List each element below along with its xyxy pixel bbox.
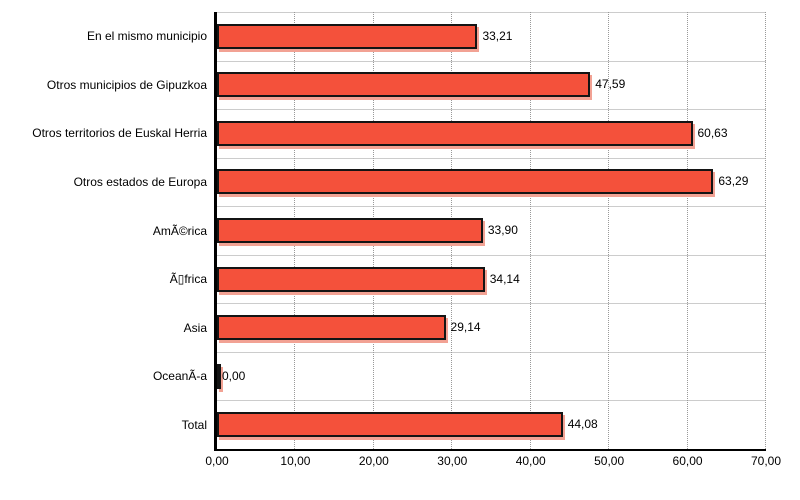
x-tick-label: 30,00 (437, 454, 468, 468)
category-label: En el mismo municipio (86, 29, 207, 44)
plot-area: 33,21 47,59 60,63 63,29 33,90 34,14 29,14 0,00 4… (214, 12, 766, 451)
x-tick-label: 70,00 (750, 454, 782, 468)
bar-value-label: 29,14 (450, 320, 481, 335)
bar (217, 412, 563, 438)
category-label: OceanÃ-a (152, 369, 207, 384)
bar (217, 363, 221, 389)
v-gridline (765, 12, 766, 449)
bar (217, 120, 693, 146)
h-gridline (217, 60, 766, 62)
bar-value-label: 34,14 (489, 271, 520, 286)
category-label: Asia (183, 320, 207, 335)
v-gridline (529, 12, 531, 449)
h-gridline (217, 400, 766, 402)
x-tick-label: 10,00 (280, 454, 311, 468)
x-tick-label: 60,00 (672, 454, 703, 468)
x-tick-label: 20,00 (358, 454, 389, 468)
bar-value-label: 33,90 (487, 223, 518, 237)
x-tick-label: 50,00 (594, 454, 625, 468)
bar-value-label: 47,59 (595, 77, 626, 92)
bar (217, 315, 446, 341)
bar-value-label: 63,29 (718, 174, 749, 189)
category-label: AmÃ©rica (152, 223, 207, 238)
h-gridline (217, 157, 766, 159)
category-label: Otros estados de Europa (73, 174, 207, 189)
h-gridline (217, 303, 766, 305)
x-tick-label: 40,00 (515, 454, 546, 468)
bar-value-label: 44,08 (567, 417, 598, 432)
x-tick-label: 0,00 (205, 454, 229, 468)
h-gridline (217, 254, 766, 256)
bar (217, 266, 485, 292)
category-label: Otros municipios de Gipuzkoa (46, 77, 207, 92)
category-label: Ã▯frica (169, 272, 207, 287)
bar-value-label: 33,21 (482, 28, 513, 43)
bar (217, 23, 478, 49)
bar (217, 169, 714, 195)
bar (217, 218, 483, 243)
h-gridline (217, 351, 766, 353)
bar-value-label: 0,00 (222, 368, 246, 383)
v-gridline (686, 12, 688, 449)
category-label: Otros territorios de Euskal Herria (32, 126, 207, 141)
h-gridline (217, 12, 766, 13)
h-gridline (217, 109, 766, 111)
v-gridline (608, 12, 610, 449)
category-label: Total (181, 417, 207, 432)
bar (217, 72, 591, 98)
bar-value-label: 60,63 (697, 125, 728, 140)
h-gridline (217, 206, 766, 208)
